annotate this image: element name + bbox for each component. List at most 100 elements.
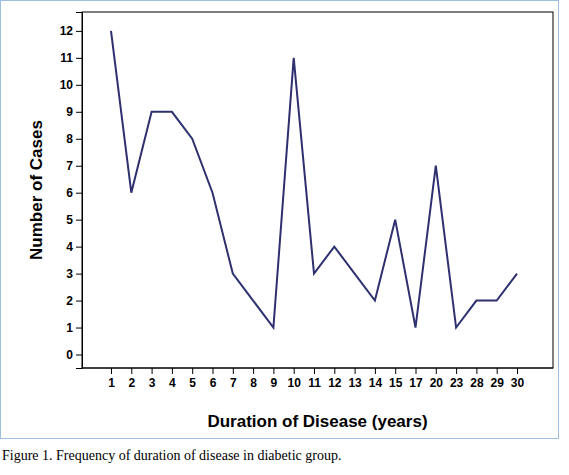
x-axis-line xyxy=(82,368,553,369)
x-tick-label: 3 xyxy=(149,376,156,390)
x-tick-mark xyxy=(253,368,254,374)
x-tick-mark xyxy=(172,368,173,374)
y-tick-mark xyxy=(76,58,82,59)
x-tick-label: 5 xyxy=(189,376,196,390)
y-tick-mark xyxy=(76,220,82,221)
y-tick-label: 1 xyxy=(66,321,73,335)
x-tick: 1 xyxy=(108,368,115,390)
x-tick: 14 xyxy=(369,368,383,390)
x-tick-label: 14 xyxy=(369,376,383,390)
y-tick: 10 xyxy=(60,78,82,92)
y-tick-mark xyxy=(76,355,82,356)
y-tick: 0 xyxy=(66,348,82,362)
x-tick-label: 12 xyxy=(328,376,342,390)
y-tick: 7 xyxy=(66,159,82,173)
x-tick-label: 15 xyxy=(389,376,403,390)
y-tick-label: 6 xyxy=(66,186,73,200)
x-tick-mark xyxy=(111,368,112,374)
x-tick: 8 xyxy=(250,368,257,390)
y-tick-label: 12 xyxy=(60,24,74,38)
x-tick-label: 7 xyxy=(230,376,237,390)
x-tick-mark xyxy=(152,368,153,374)
y-tick-label: 3 xyxy=(66,267,73,281)
x-tick-mark xyxy=(436,368,437,374)
y-tick-label: 7 xyxy=(66,159,73,173)
x-tick-mark xyxy=(131,368,132,374)
x-tick-mark xyxy=(233,368,234,374)
y-tick-mark xyxy=(76,247,82,248)
plot-frame xyxy=(82,12,553,368)
x-tick: 20 xyxy=(430,368,444,390)
y-axis: 0123456789101112 xyxy=(60,13,83,369)
y-tick-label: 2 xyxy=(66,294,73,308)
x-tick: 30 xyxy=(511,368,525,390)
x-tick-label: 30 xyxy=(511,376,525,390)
y-tick: 4 xyxy=(66,240,82,254)
y-tick-label: 10 xyxy=(60,78,74,92)
y-tick-mark xyxy=(76,31,82,32)
x-tick: 13 xyxy=(348,368,362,390)
x-tick-mark xyxy=(497,368,498,374)
y-tick-mark xyxy=(76,193,82,194)
x-tick-label: 29 xyxy=(491,376,505,390)
y-tick: 6 xyxy=(66,186,82,200)
chart-root: 0123456789101112123456789101112131415172… xyxy=(0,0,569,475)
x-tick: 17 xyxy=(409,368,423,390)
y-tick-label: 11 xyxy=(60,51,73,65)
x-tick-label: 2 xyxy=(128,376,135,390)
x-tick-mark xyxy=(314,368,315,374)
x-tick-mark xyxy=(476,368,477,374)
x-tick: 15 xyxy=(389,368,403,390)
y-tick-label: 0 xyxy=(66,348,73,362)
x-tick-mark xyxy=(273,368,274,374)
y-tick-label: 4 xyxy=(66,240,73,254)
y-tick-label: 8 xyxy=(66,132,73,146)
x-tick-mark xyxy=(416,368,417,374)
y-tick: 12 xyxy=(60,24,82,38)
caption: Figure 1. Frequency of duration of disea… xyxy=(2,448,341,463)
x-tick: 23 xyxy=(450,368,464,390)
y-tick: 1 xyxy=(66,321,82,335)
data-line xyxy=(111,31,517,328)
x-tick-label: 6 xyxy=(210,376,217,390)
y-axis-line xyxy=(76,13,83,369)
x-tick-label: 13 xyxy=(348,376,362,390)
x-tick: 2 xyxy=(128,368,135,390)
y-tick: 5 xyxy=(66,213,82,227)
x-tick-label: 10 xyxy=(288,376,302,390)
x-tick-label: 8 xyxy=(250,376,257,390)
x-tick: 10 xyxy=(288,368,302,390)
x-tick: 5 xyxy=(189,368,196,390)
x-tick-label: 4 xyxy=(169,376,176,390)
plot-area xyxy=(111,31,517,328)
x-tick: 7 xyxy=(230,368,237,390)
x-tick-label: 23 xyxy=(450,376,464,390)
y-tick-mark xyxy=(76,112,82,113)
y-tick-mark xyxy=(76,274,82,275)
y-tick-label: 5 xyxy=(66,213,73,227)
x-tick-label: 1 xyxy=(108,376,115,390)
x-tick: 12 xyxy=(328,368,342,390)
y-tick-label: 9 xyxy=(66,105,73,119)
y-tick: 8 xyxy=(66,132,82,146)
x-tick: 4 xyxy=(169,368,176,390)
x-tick-mark xyxy=(192,368,193,374)
x-tick-label: 17 xyxy=(409,376,423,390)
y-tick: 3 xyxy=(66,267,82,281)
x-tick: 6 xyxy=(210,368,217,390)
x-tick: 28 xyxy=(470,368,484,390)
x-tick-label: 20 xyxy=(430,376,444,390)
x-axis-title: Duration of Disease (years) xyxy=(207,412,427,431)
x-tick-mark xyxy=(517,368,518,374)
x-tick-mark xyxy=(213,368,214,374)
x-tick-mark xyxy=(375,368,376,374)
x-tick-mark xyxy=(355,368,356,374)
x-tick-mark xyxy=(456,368,457,374)
y-tick: 9 xyxy=(66,105,82,119)
x-tick: 9 xyxy=(271,368,278,390)
x-tick: 3 xyxy=(149,368,156,390)
y-tick-mark xyxy=(76,85,82,86)
x-tick-label: 11 xyxy=(308,376,321,390)
y-tick: 11 xyxy=(60,51,82,65)
x-tick: 11 xyxy=(308,368,321,390)
